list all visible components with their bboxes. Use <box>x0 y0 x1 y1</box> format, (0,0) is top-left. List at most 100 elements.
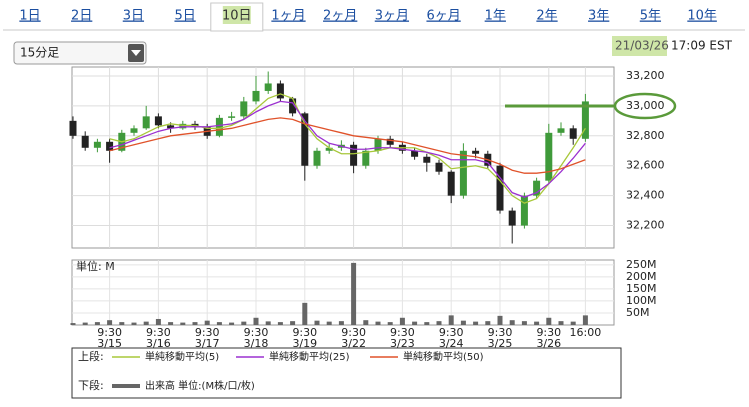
candle-body <box>435 162 443 172</box>
x-tick-date: 3/26 <box>536 337 561 350</box>
candle-body <box>350 144 358 166</box>
candle-body <box>520 195 528 226</box>
x-tick-date: 3/16 <box>146 337 171 350</box>
volume-bar <box>168 322 174 325</box>
volume-bar <box>241 321 247 325</box>
candle-body <box>81 135 89 148</box>
tab[interactable]: 1日 <box>19 9 40 24</box>
y-tick-label: 33,200 <box>626 69 665 82</box>
legend-lower-label: 下段: <box>78 378 104 392</box>
moving-average-line <box>109 93 586 204</box>
candle-body <box>374 138 382 151</box>
tab[interactable]: 1ヶ月 <box>271 9 305 24</box>
volume-tick-label: 250M <box>626 258 657 271</box>
plot-layer: 32,20032,40032,60032,80033,00033,20050M1… <box>69 67 665 350</box>
candle-body <box>472 150 480 154</box>
candle-body <box>142 116 150 129</box>
x-tick-time: 9:30 <box>195 326 220 339</box>
annotation-circle <box>613 92 677 120</box>
candle-body <box>459 150 467 196</box>
tab[interactable]: 5年 <box>640 9 661 24</box>
candle-body <box>154 116 162 126</box>
candle-body <box>533 180 541 196</box>
volume-bar <box>302 302 308 325</box>
volume-bar <box>131 322 137 325</box>
volume-bar <box>290 321 296 325</box>
tab[interactable]: 5日 <box>174 9 195 24</box>
volume-tick-label: 100M <box>626 294 657 307</box>
candle-body <box>130 128 138 133</box>
tab[interactable]: 1年 <box>485 9 506 24</box>
volume-bar <box>558 321 564 325</box>
tab[interactable]: 10年 <box>687 9 717 24</box>
candle-body <box>240 101 248 117</box>
legend-upper-label: 上段: <box>78 349 104 363</box>
x-tick-time: 9:30 <box>536 326 561 339</box>
candle-body <box>362 150 370 166</box>
tab[interactable]: 6ヶ月 <box>426 9 460 24</box>
volume-bar <box>534 321 540 325</box>
tab[interactable]: 2日 <box>71 9 92 24</box>
tab[interactable]: 3日 <box>123 9 144 24</box>
volume-bar <box>216 322 222 325</box>
candle-body <box>179 123 187 129</box>
candle-body <box>215 117 223 136</box>
candle-body <box>496 165 504 211</box>
volume-bar <box>412 321 418 325</box>
volume-bar <box>107 320 113 325</box>
x-tick-time: 16:00 <box>570 326 602 339</box>
candle-body <box>325 147 333 151</box>
volume-bar <box>509 320 515 325</box>
candle-body <box>545 132 553 181</box>
x-tick-time: 9:30 <box>292 326 317 339</box>
tab[interactable]: 2年 <box>536 9 557 24</box>
volume-bar <box>399 317 405 325</box>
tab[interactable]: 2ヶ月 <box>323 9 357 24</box>
volume-unit-label: 単位: M <box>76 259 115 273</box>
volume-bar <box>582 315 588 325</box>
candle-body <box>252 90 260 102</box>
volume-bar <box>229 322 235 325</box>
tab-bar: 1日 2日 3日 5日 10日 1ヶ月 2ヶ月 3ヶ月 6ヶ月 1年 2年 3年 5年 10年 <box>19 2 717 32</box>
legend-label: 単純移動平均(25) <box>269 350 350 363</box>
x-tick-time: 9:30 <box>439 326 464 339</box>
legend-label: 単純移動平均(50) <box>403 350 484 363</box>
volume-bar <box>94 322 100 325</box>
candle-body <box>228 116 236 118</box>
tab[interactable]: 3年 <box>588 9 609 24</box>
volume-tick-label: 200M <box>626 270 657 283</box>
volume-tick-label: 50M <box>626 306 650 319</box>
x-tick-date: 3/22 <box>341 337 366 350</box>
interval-dropdown-label: 15分足 <box>20 46 59 60</box>
tab[interactable]: 10日 <box>222 9 252 24</box>
candle-body <box>93 141 101 148</box>
volume-bar <box>192 322 198 325</box>
y-tick-label: 32,800 <box>626 129 665 142</box>
moving-average-line <box>109 100 586 198</box>
tab[interactable]: 3ヶ月 <box>375 9 409 24</box>
volume-bar <box>375 321 381 325</box>
candle-body <box>313 150 321 166</box>
price-plot-frame <box>71 66 615 249</box>
volume-bar <box>473 321 479 325</box>
interval-dropdown[interactable] <box>13 41 147 65</box>
volume-bar <box>521 321 527 325</box>
volume-plot-frame <box>71 259 615 326</box>
volume-bar <box>387 322 393 325</box>
volume-bar <box>82 322 88 325</box>
volume-bar <box>570 321 576 325</box>
legend-label: 出来高 単位:(M株/口/枚) <box>145 379 255 392</box>
x-tick-time: 9:30 <box>341 326 366 339</box>
volume-bar <box>119 322 125 325</box>
volume-tick-label: 150M <box>626 282 657 295</box>
date: 21/03/26 <box>615 39 669 53</box>
x-tick-date: 3/18 <box>244 337 269 350</box>
volume-bar <box>485 321 491 325</box>
volume-bar <box>265 321 271 325</box>
volume-bar <box>448 315 454 325</box>
candle-body <box>581 101 589 139</box>
volume-bar <box>351 262 357 325</box>
moving-average-line <box>109 117 586 174</box>
tab-highlight <box>222 6 251 24</box>
candle-body <box>106 141 114 151</box>
